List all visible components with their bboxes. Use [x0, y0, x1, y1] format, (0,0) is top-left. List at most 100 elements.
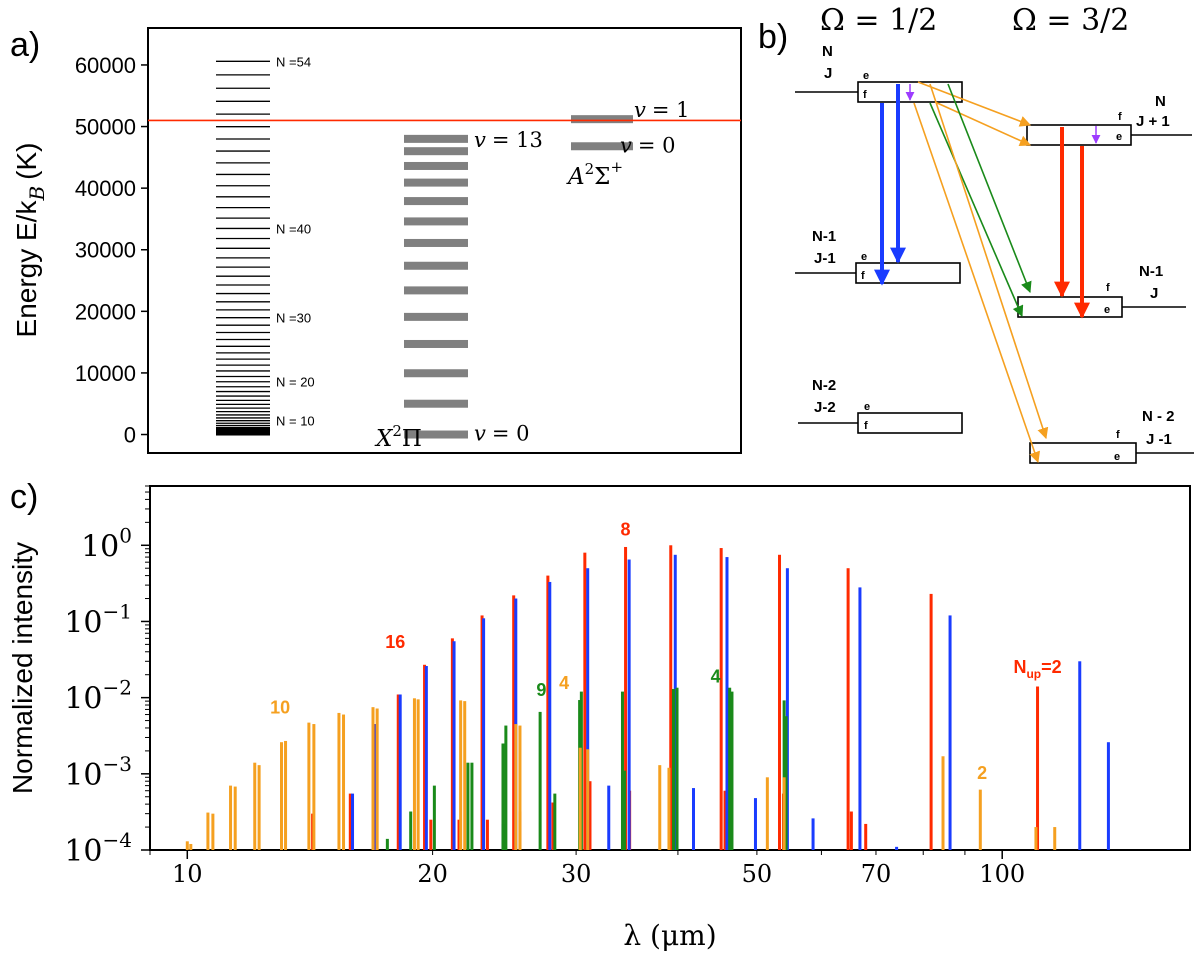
svg-text:f: f	[1118, 111, 1122, 123]
spectral-line-red	[929, 593, 933, 850]
spectral-line-orange	[412, 698, 416, 850]
c-y-tick-label: 100	[81, 523, 132, 564]
panel-c-y-label: Normalized intensity	[7, 542, 38, 794]
spectral-line-orange	[206, 812, 210, 850]
omega-three-half-header: Ω = 3/2	[1012, 3, 1129, 38]
spectral-line-green	[782, 700, 786, 850]
transition-arrows	[874, 81, 1101, 464]
a-y-tick-label: 0	[124, 423, 136, 448]
orange-arrow-2	[934, 101, 1032, 146]
spectral-line-red-small	[457, 819, 461, 850]
spectral-line-red	[624, 546, 628, 850]
line-annotation: 16	[385, 632, 405, 652]
spectral-line-orange-b	[463, 701, 467, 850]
spectral-line-red-small	[485, 819, 489, 850]
spectral-line-green	[385, 838, 389, 850]
spectral-line-red	[583, 552, 587, 850]
spectral-line-orange	[765, 777, 769, 850]
spectral-line-red	[546, 575, 550, 850]
a-vib-level	[571, 115, 633, 124]
panel-a-label: a)	[10, 26, 40, 64]
spectral-line-blue	[948, 615, 952, 850]
x-vib-level	[404, 178, 468, 187]
c-y-tick-label: 10−2	[64, 676, 132, 717]
spectral-line-blue	[424, 666, 428, 850]
spectral-line-red-small	[849, 811, 853, 850]
orange-arrow-4	[913, 102, 1041, 464]
spectral-line-green	[501, 743, 505, 850]
spectral-line-orange	[229, 785, 233, 850]
panel-a-y-axis: 0 10000 20000 30000 40000 50000 60000	[75, 53, 148, 448]
svg-text:f: f	[861, 270, 865, 282]
spectral-line-red	[512, 595, 516, 850]
svg-text:e: e	[1104, 304, 1110, 316]
svg-text:J + 1: J + 1	[1136, 113, 1170, 130]
spectral-line-orange	[658, 765, 662, 850]
spectral-line-red-small	[429, 819, 433, 850]
spectral-line-green-b	[784, 716, 788, 850]
rotational-level-labels: N = 10 N = 20 N =30 N =40 N =54	[276, 54, 315, 428]
x-state-label: X2Π	[374, 422, 422, 452]
rotational-label: N =54	[276, 54, 311, 69]
svg-text:e: e	[864, 401, 870, 413]
svg-text:e: e	[1116, 131, 1122, 143]
a-y-tick-label: 10000	[75, 361, 136, 386]
spectral-line-blue	[586, 568, 590, 850]
a-vib-level	[571, 142, 633, 151]
spectral-line-green-b	[623, 770, 627, 850]
spectral-line-red	[1036, 686, 1040, 850]
svg-text:J -1: J -1	[1146, 431, 1172, 448]
left-level-n	[795, 81, 963, 103]
a-state-vibrational-levels	[571, 115, 633, 151]
spectral-line-red	[846, 568, 850, 850]
spectral-line-orange	[1034, 827, 1038, 850]
x-vib-level	[404, 339, 468, 348]
spectral-line-green-b	[675, 687, 679, 850]
spectral-line-red-small	[588, 781, 592, 850]
spectral-line-blue-small	[1106, 742, 1110, 850]
x-vib-level	[404, 197, 468, 206]
spectral-lines	[185, 545, 1110, 850]
left-level-labels: N J N-1 J-1 N-2 J-2 N J + 1 N-1 J N - 2 …	[812, 43, 1175, 448]
panel-a-frame	[147, 27, 742, 454]
right-level-n-1	[1017, 296, 1186, 318]
spectral-line-red-small	[551, 802, 555, 850]
spectral-line-orange-b	[667, 767, 671, 850]
a-y-tick-label: 20000	[75, 299, 136, 324]
panel-a: a) 0 10000 20000 30000 40000 50000 60000 Energ…	[10, 26, 742, 454]
spectral-line-green	[728, 687, 732, 850]
spectral-line-green	[538, 711, 542, 850]
spectral-line-red	[348, 793, 352, 850]
c-x-tick-label: 10	[172, 860, 203, 888]
orange-arrow-1	[917, 81, 1032, 127]
spectral-line-green	[466, 762, 470, 850]
line-annotation: 9	[536, 680, 546, 700]
spectral-line-orange	[941, 756, 945, 850]
spectral-line-orange-b	[257, 765, 261, 850]
spectral-line-orange-b	[342, 714, 346, 850]
spectral-line-blue	[858, 587, 862, 850]
spectral-line-blue	[785, 568, 789, 850]
svg-text:N: N	[1155, 93, 1166, 110]
spectral-line-blue	[725, 557, 729, 850]
spectral-line-green	[671, 688, 675, 850]
svg-text:f: f	[863, 89, 867, 101]
spectral-line-blue	[1078, 661, 1082, 850]
rotational-label: N =30	[276, 311, 311, 326]
spectral-line-orange	[185, 841, 189, 850]
spectral-line-green-b	[504, 725, 508, 850]
spectral-line-red	[480, 615, 484, 850]
spectral-line-red	[669, 545, 673, 850]
spectral-line-blue-small	[691, 788, 695, 850]
nup-label: Nup=2	[1013, 657, 1061, 681]
x-vib-level	[404, 312, 468, 321]
spectral-line-orange	[253, 762, 257, 850]
rotational-label: N = 20	[276, 375, 315, 390]
x-vib-level	[404, 261, 468, 270]
spectral-line-red	[719, 548, 723, 850]
line-annotation: 2	[977, 763, 987, 783]
spectral-line-blue	[627, 559, 631, 850]
c-x-tick-label: 70	[861, 860, 892, 888]
